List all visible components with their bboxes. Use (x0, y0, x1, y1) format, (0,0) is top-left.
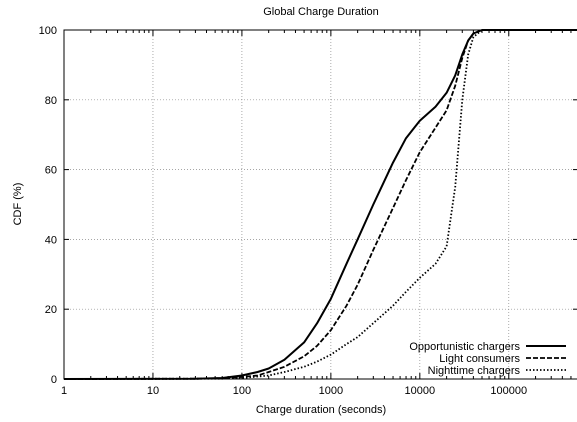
y-tick-label: 0 (51, 374, 57, 386)
x-tick-label: 10 (147, 385, 159, 397)
plot-frame (63, 29, 577, 380)
series-line (63, 29, 577, 380)
legend-label: Light consumers (439, 353, 520, 365)
y-tick-label: 40 (45, 234, 57, 246)
x-tick-label: 100000 (490, 385, 527, 397)
x-tick-labels: 1 10 100 1000 10000 100000 (61, 385, 527, 397)
tick-marks (63, 29, 577, 380)
y-axis-label: CDF (%) (12, 183, 24, 226)
legend-label: Opportunistic chargers (409, 341, 520, 353)
grid (64, 30, 577, 379)
y-tick-label: 100 (39, 25, 57, 37)
legend-label: Nighttime chargers (428, 365, 521, 377)
x-tick-label: 1 (61, 385, 67, 397)
y-tick-label: 20 (45, 304, 57, 316)
x-axis-label: Charge duration (seconds) (256, 404, 386, 416)
y-tick-label: 80 (45, 95, 57, 107)
x-tick-label: 10000 (405, 385, 436, 397)
y-tick-labels: 0 20 40 60 80 100 (39, 25, 57, 386)
x-tick-label: 100 (233, 385, 251, 397)
x-tick-label: 1000 (319, 385, 343, 397)
chart-title: Global Charge Duration (263, 6, 379, 18)
series-line (63, 29, 577, 380)
y-tick-label: 60 (45, 165, 57, 177)
series-lines (63, 29, 577, 380)
series-line (63, 29, 577, 380)
